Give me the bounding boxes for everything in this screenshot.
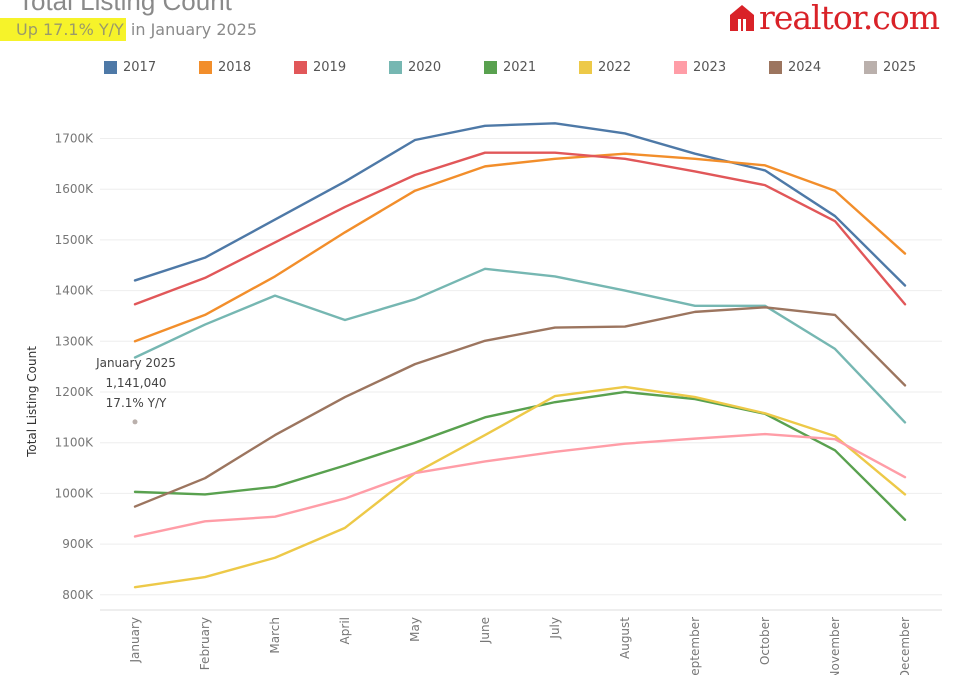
annotation-change: 17.1% Y/Y — [105, 396, 167, 410]
legend-item-2024[interactable]: 2024 — [769, 60, 864, 75]
y-tick-label: 1400K — [55, 284, 95, 298]
legend-label: 2019 — [313, 60, 347, 75]
x-tick-label: June — [478, 617, 492, 644]
x-tick-label: May — [408, 617, 422, 642]
x-tick-label: August — [618, 617, 632, 659]
legend-swatch — [294, 61, 307, 74]
legend-item-2017[interactable]: 2017 — [104, 60, 199, 75]
legend-swatch — [484, 61, 497, 74]
legend-item-2019[interactable]: 2019 — [294, 60, 389, 75]
legend-swatch — [389, 61, 402, 74]
y-axis-title: Total Listing Count — [25, 346, 39, 458]
legend-item-2018[interactable]: 2018 — [199, 60, 294, 75]
legend-label: 2017 — [123, 60, 157, 75]
subtitle-highlight: Up 17.1% Y/Y — [0, 18, 126, 41]
y-tick-label: 800K — [62, 588, 94, 602]
series-point-2025 — [132, 419, 138, 425]
x-tick-label: January — [128, 617, 142, 664]
legend-label: 2022 — [598, 60, 632, 75]
chart-title: Total Listing Count — [18, 0, 232, 16]
x-tick-label: November — [828, 617, 842, 675]
x-tick-label: April — [338, 617, 352, 644]
legend-label: 2020 — [408, 60, 442, 75]
legend-swatch — [579, 61, 592, 74]
legend-label: 2021 — [503, 60, 537, 75]
series-line-2017 — [133, 122, 907, 287]
y-tick-label: 1700K — [55, 131, 95, 145]
series-line-2019 — [133, 151, 907, 306]
chart-subtitle: Up 17.1% Y/Y in January 2025 — [0, 18, 258, 41]
legend-swatch — [674, 61, 687, 74]
x-tick-label: December — [898, 617, 912, 675]
legend-item-2025[interactable]: 2025 — [864, 60, 953, 75]
y-tick-label: 1600K — [55, 182, 95, 196]
legend-swatch — [104, 61, 117, 74]
x-tick-label: March — [268, 617, 282, 654]
realtor-logo[interactable]: realtor.com — [729, 0, 940, 37]
series-line-2018 — [133, 152, 907, 343]
legend-swatch — [769, 61, 782, 74]
legend-item-2022[interactable]: 2022 — [579, 60, 674, 75]
y-tick-label: 1300K — [55, 334, 95, 348]
x-tick-label: October — [758, 617, 772, 665]
annotation-label: January 2025 — [96, 356, 176, 370]
legend-item-2021[interactable]: 2021 — [484, 60, 579, 75]
series-line-2022 — [133, 385, 907, 589]
series-line-2020 — [133, 267, 907, 424]
legend-label: 2024 — [788, 60, 822, 75]
x-tick-label: September — [688, 617, 702, 675]
house-icon — [730, 4, 755, 31]
legend-label: 2018 — [218, 60, 252, 75]
legend-swatch — [864, 61, 877, 74]
subtitle-rest: in January 2025 — [125, 20, 258, 39]
y-tick-label: 900K — [62, 537, 94, 551]
legend-label: 2023 — [693, 60, 727, 75]
legend-item-2020[interactable]: 2020 — [389, 60, 484, 75]
legend-label: 2025 — [883, 60, 917, 75]
y-tick-label: 1500K — [55, 233, 95, 247]
annotation-value: 1,141,040 — [105, 376, 167, 390]
series-line-2021 — [133, 390, 907, 521]
legend-swatch — [199, 61, 212, 74]
brand-name: realtor.com — [759, 0, 940, 37]
x-tick-label: July — [548, 617, 562, 640]
y-tick-label: 1100K — [55, 436, 95, 450]
chart-legend: 2017 2018 2019 2020 2021 2022 2023 2024 2025 — [104, 60, 953, 75]
series-line-2023 — [133, 432, 907, 538]
x-tick-label: February — [198, 617, 212, 670]
y-tick-label: 1000K — [55, 486, 95, 500]
series-line-2024 — [133, 306, 907, 508]
legend-item-2023[interactable]: 2023 — [674, 60, 769, 75]
y-tick-label: 1200K — [55, 385, 95, 399]
